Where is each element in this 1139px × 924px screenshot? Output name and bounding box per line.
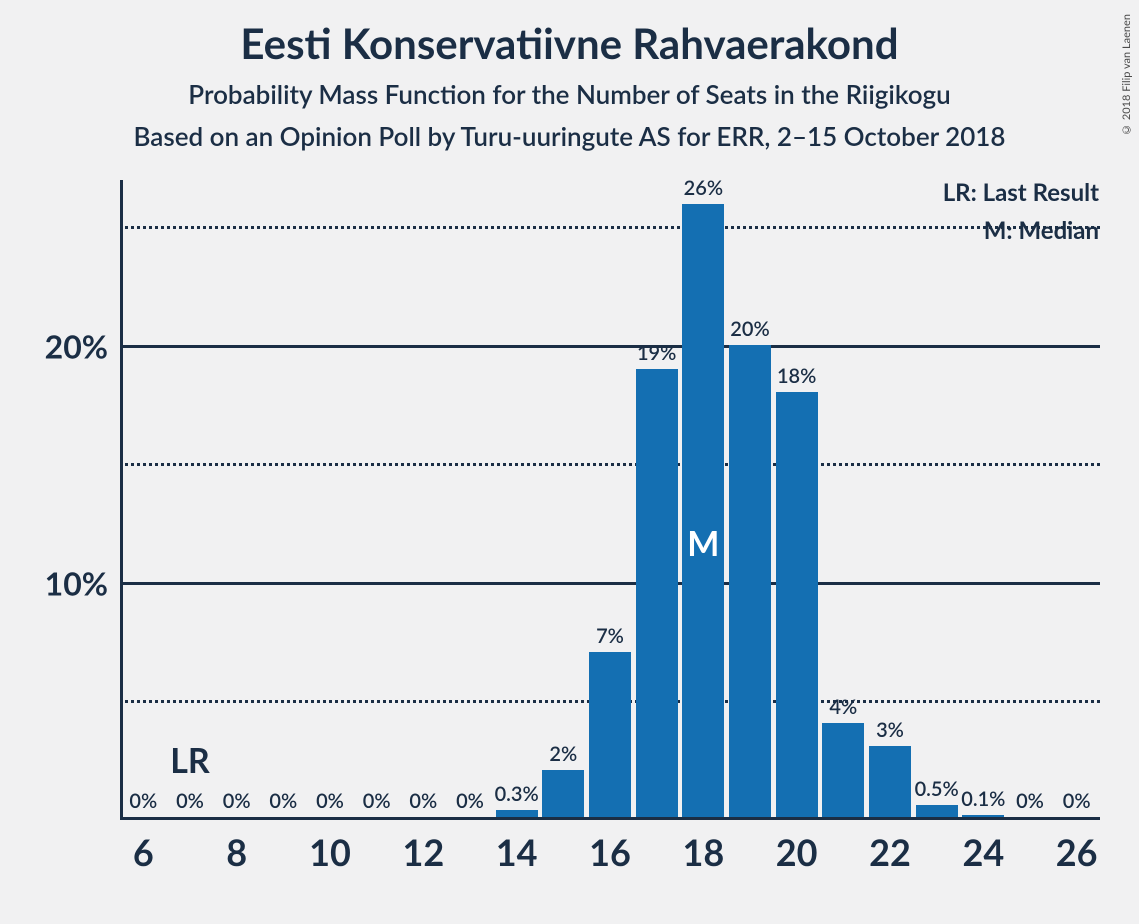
y-tick-label: 10%: [0, 563, 108, 602]
x-tick-label: 8: [226, 830, 247, 874]
x-tick-label: 10: [309, 830, 351, 874]
chart-title: Eesti Konservatiivne Rahvaerakond: [0, 18, 1139, 68]
bar-value-label: 0%: [1063, 789, 1091, 813]
x-tick-label: 24: [962, 830, 1004, 874]
bar-value-label: 0%: [409, 789, 437, 813]
x-tick-label: 20: [776, 830, 818, 874]
bar-value-label: 0%: [129, 789, 157, 813]
bar-value-label: 0%: [269, 789, 297, 813]
annotation-lr: LR: [170, 740, 210, 781]
bar-value-label: 19%: [637, 341, 676, 365]
grid-minor: [120, 463, 1100, 466]
bar-value-label: 0%: [176, 789, 204, 813]
bar: [636, 369, 678, 817]
bar: [542, 770, 584, 817]
copyright-text: © 2018 Filip van Laenen: [1120, 14, 1133, 136]
bar-value-label: 26%: [684, 176, 723, 200]
bar: [822, 723, 864, 817]
bar-value-label: 4%: [829, 695, 857, 719]
chart-container: Eesti Konservatiivne Rahvaerakond Probab…: [0, 0, 1139, 924]
y-tick-label: 20%: [0, 326, 108, 365]
x-tick-label: 18: [682, 830, 724, 874]
annotation-m: M: [687, 523, 719, 564]
x-tick-label: 22: [869, 830, 911, 874]
x-tick-label: 14: [496, 830, 538, 874]
bar-value-label: 0%: [316, 789, 344, 813]
x-axis-line: [120, 817, 1100, 820]
bar-value-label: 18%: [777, 364, 816, 388]
bar-value-label: 0.1%: [961, 787, 1005, 811]
chart-subtitle-2: Based on an Opinion Poll by Turu-uuringu…: [0, 120, 1139, 152]
bar-value-label: 0%: [1016, 789, 1044, 813]
bar: [962, 815, 1004, 817]
bar-value-label: 20%: [730, 317, 769, 341]
bar: [682, 204, 724, 817]
bar: [589, 652, 631, 817]
bar: [776, 392, 818, 817]
x-tick-label: 12: [402, 830, 444, 874]
x-tick-label: 26: [1056, 830, 1098, 874]
bar: [729, 345, 771, 817]
grid-major: [120, 345, 1100, 348]
bar: [496, 810, 538, 817]
grid-major: [120, 582, 1100, 585]
bar-value-label: 0%: [363, 789, 391, 813]
y-axis-line: [120, 180, 123, 820]
bar-value-label: 2%: [549, 742, 577, 766]
bar-value-label: 0%: [223, 789, 251, 813]
grid-minor: [120, 226, 1100, 229]
bar-value-label: 0.3%: [495, 782, 539, 806]
bar-value-label: 0.5%: [915, 777, 959, 801]
bar-value-label: 3%: [876, 718, 904, 742]
bar: [869, 746, 911, 817]
bar-value-label: 7%: [596, 624, 624, 648]
chart-subtitle-1: Probability Mass Function for the Number…: [0, 78, 1139, 110]
x-tick-label: 16: [589, 830, 631, 874]
x-tick-label: 6: [133, 830, 154, 874]
bar: [916, 805, 958, 817]
bar-value-label: 0%: [456, 789, 484, 813]
plot-area: 10%20%681012141618202224260%0%0%0%0%0%0%…: [120, 180, 1100, 820]
